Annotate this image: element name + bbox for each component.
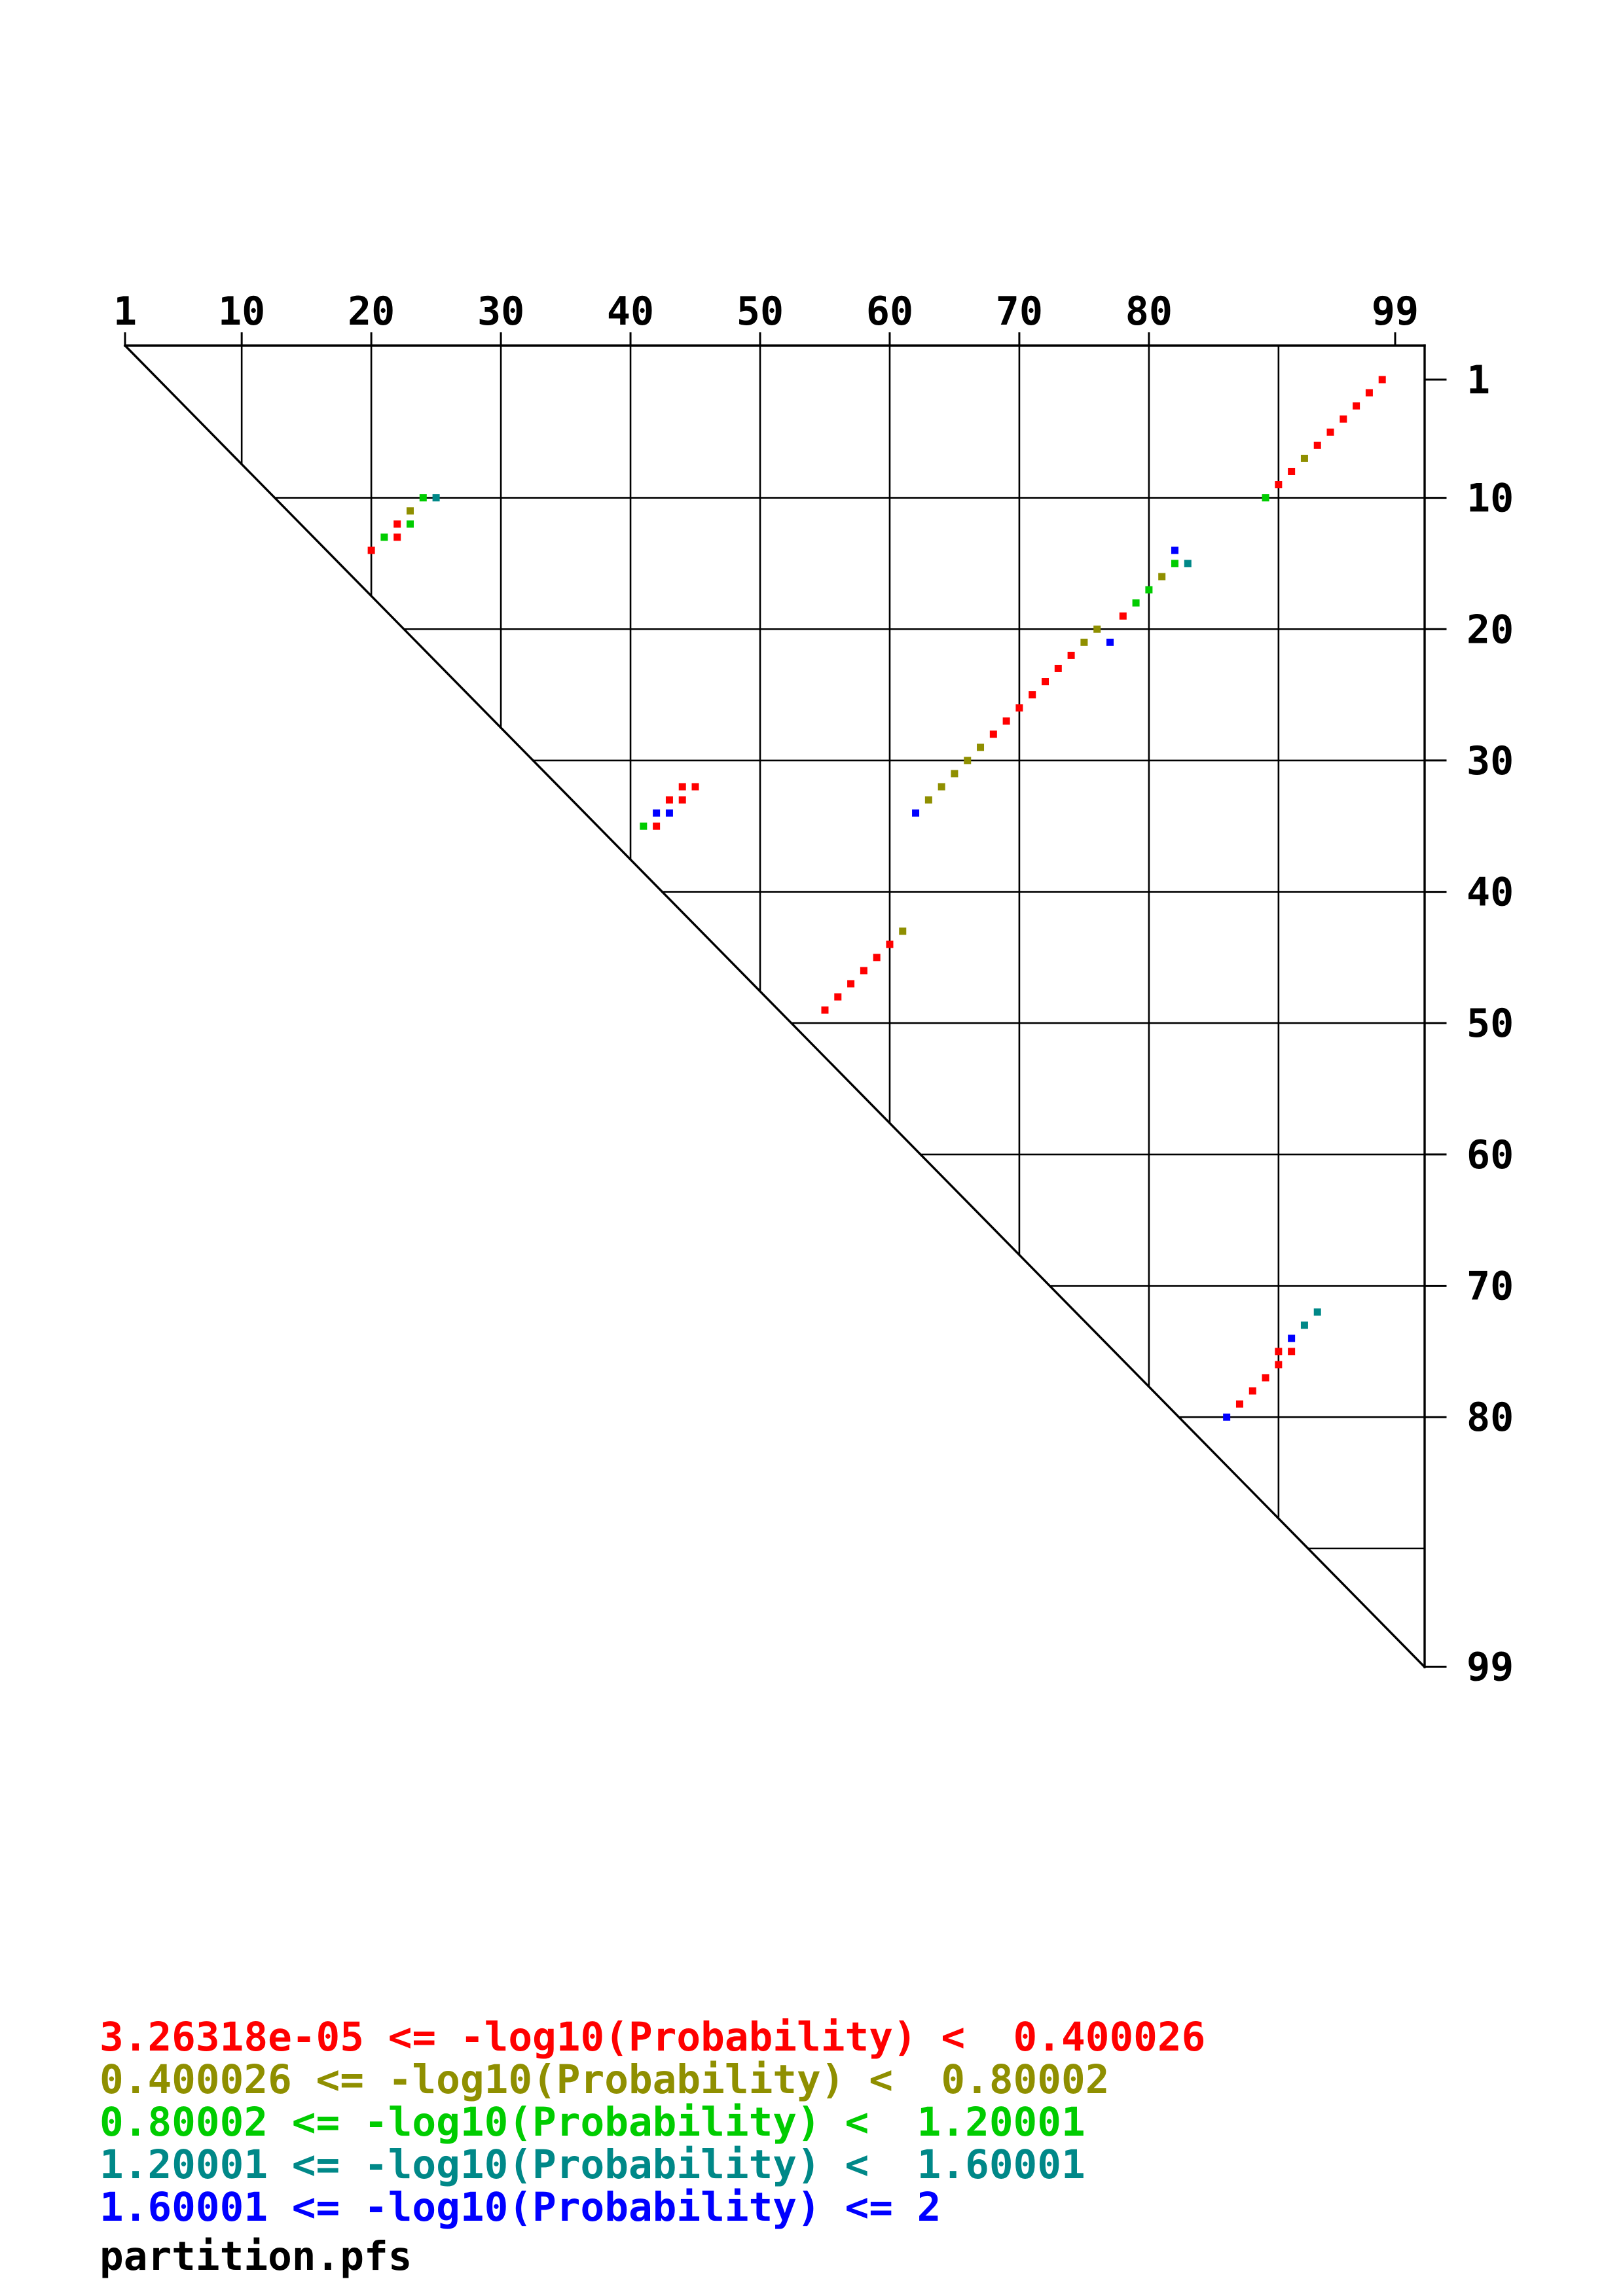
legend-line-class-4: 1.20001 <= -log10(Probability) < 1.60001 <box>100 2142 1085 2188</box>
probability-dot <box>653 809 661 817</box>
probability-dot <box>951 770 958 778</box>
diagonal-line <box>123 344 1427 1669</box>
probability-dot <box>1080 638 1088 646</box>
y-axis-tick-label: 10 <box>1467 476 1514 522</box>
probability-dot <box>1054 664 1062 672</box>
probability-dot <box>1365 389 1373 397</box>
y-axis-tick-label: 99 <box>1467 1644 1514 1690</box>
probability-dot <box>1171 547 1178 554</box>
legend-line-class-2: 0.400026 <= -log10(Probability) < 0.8000… <box>100 2056 1110 2103</box>
probability-dot <box>964 757 972 764</box>
probability-dot <box>1288 1348 1296 1355</box>
probability-dot <box>640 822 647 830</box>
y-axis-tick-label: 1 <box>1467 357 1490 403</box>
y-axis-tick-label: 30 <box>1467 738 1514 784</box>
probability-dot <box>1223 1413 1231 1421</box>
y-axis-tick-label: 60 <box>1467 1132 1514 1178</box>
y-axis-tick-label: 50 <box>1467 1001 1514 1047</box>
probability-dot <box>1262 494 1269 502</box>
probability-dot <box>1300 1321 1308 1329</box>
probability-legend: 3.26318e-05 <= -log10(Probability) < 0.4… <box>100 2016 1205 2278</box>
legend-line-class-5: 1.60001 <= -log10(Probability) <= 2 <box>100 2184 941 2231</box>
probability-dot <box>1093 625 1101 633</box>
filename-label: partition.pfs <box>100 2233 412 2280</box>
probability-dot <box>1171 560 1178 567</box>
x-axis-tick-label: 70 <box>996 289 1043 334</box>
legend-line-class-3: 0.80002 <= -log10(Probability) < 1.20001 <box>100 2099 1085 2145</box>
probability-dot <box>1378 376 1386 384</box>
probability-dot <box>1353 402 1360 410</box>
probability-dot <box>821 1006 829 1014</box>
probability-dot <box>912 809 920 817</box>
x-axis-tick-label: 60 <box>866 289 913 334</box>
x-axis-tick-label: 40 <box>607 289 654 334</box>
probability-dot <box>380 533 388 541</box>
x-axis-tick-label: 10 <box>218 289 265 334</box>
y-axis-tick-label: 80 <box>1467 1395 1514 1441</box>
probability-dot <box>407 507 414 515</box>
probability-dot <box>1132 599 1140 607</box>
legend-line-class-1: 3.26318e-05 <= -log10(Probability) < 0.4… <box>100 2014 1206 2060</box>
x-axis-tick-label: 50 <box>737 289 784 334</box>
probability-dot <box>938 783 945 791</box>
y-axis-tick-label: 40 <box>1467 870 1514 916</box>
probability-dot <box>665 809 673 817</box>
probability-dot <box>393 533 401 541</box>
probability-dot <box>678 783 686 791</box>
probability-dot <box>1288 467 1296 475</box>
probability-dot <box>1015 704 1023 712</box>
x-axis-tick-label: 1 <box>113 289 137 334</box>
probability-dot <box>860 967 867 975</box>
probability-dot <box>977 744 985 751</box>
probability-dot <box>1275 481 1283 489</box>
probability-dot <box>653 822 661 830</box>
probability-dot <box>1275 1348 1283 1355</box>
probability-dot <box>924 796 932 804</box>
probability-dot <box>665 796 673 804</box>
probability-dot <box>1106 638 1114 646</box>
probability-dot <box>1288 1335 1296 1342</box>
probability-dot <box>886 941 894 948</box>
probability-dot <box>1313 441 1321 449</box>
probability-dot <box>1145 586 1153 594</box>
probability-dot <box>691 783 699 791</box>
probability-dot <box>1067 651 1075 659</box>
x-axis-tick-label: 99 <box>1372 289 1419 334</box>
y-axis-tick-label: 70 <box>1467 1264 1514 1310</box>
probability-dot <box>1002 717 1010 725</box>
probability-dot <box>1249 1387 1256 1395</box>
probability-dot <box>873 954 881 961</box>
probability-dot <box>1119 612 1127 620</box>
probability-dot <box>432 494 440 502</box>
probability-dot <box>407 520 414 528</box>
probability-dot <box>1275 1361 1283 1369</box>
probability-dot <box>1184 560 1192 567</box>
probability-dot <box>1340 415 1347 423</box>
x-axis-tick-label: 30 <box>477 289 524 334</box>
probability-dot <box>1235 1400 1243 1408</box>
probability-dot <box>678 796 686 804</box>
probability-dot <box>847 980 855 988</box>
probability-dot <box>1326 428 1334 436</box>
probability-dot <box>834 993 842 1001</box>
probability-dot <box>1029 691 1036 699</box>
probability-dot <box>1158 573 1166 581</box>
probability-dot <box>899 927 907 935</box>
probability-dot <box>1300 454 1308 462</box>
probability-dot <box>419 494 427 502</box>
probability-dot <box>1042 678 1049 686</box>
probability-dot <box>989 730 997 738</box>
probability-dot <box>393 520 401 528</box>
probability-dot <box>1262 1374 1269 1382</box>
x-axis-tick-label: 20 <box>348 289 395 334</box>
probability-dot <box>367 547 375 554</box>
probability-dot <box>1313 1308 1321 1316</box>
y-axis-tick-label: 20 <box>1467 607 1514 653</box>
x-axis-tick-label: 80 <box>1125 289 1173 334</box>
